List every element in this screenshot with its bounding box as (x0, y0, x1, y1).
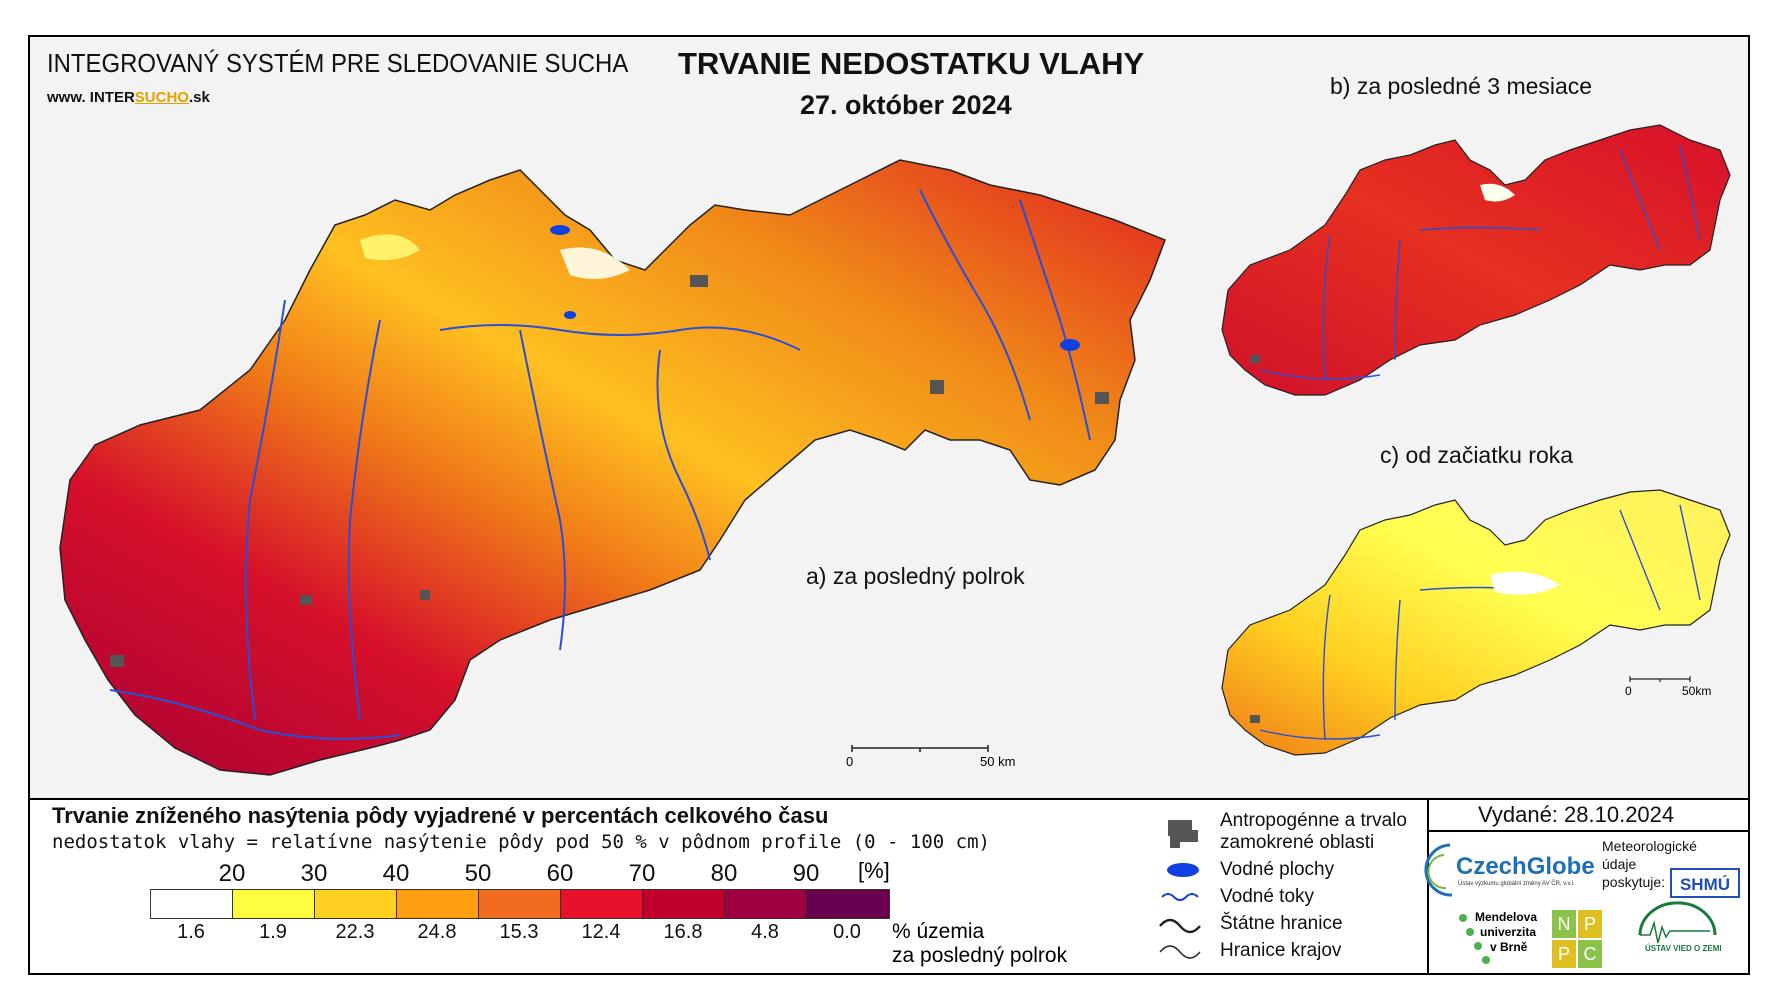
czechglobe-subtext: Ústav výzkumu globální změny AV ČR, v.v.… (1458, 881, 1575, 887)
legend-tick: 30 (300, 860, 328, 887)
c-map-label: c) od začiatku roka (1380, 442, 1574, 468)
legend-area-percent: 1.6 (177, 921, 205, 943)
state-border-label: Štátne hranice (1220, 913, 1343, 934)
legend-tick: 20 (218, 860, 246, 887)
mendel-line-1: Mendelova (1475, 910, 1538, 924)
mendel-line-2: univerzita (1480, 925, 1537, 939)
c-map-white-patch (1490, 571, 1560, 595)
legend-bin (233, 890, 315, 918)
b-map-anthropogenic (1250, 355, 1260, 363)
main-map-north-patch (360, 234, 420, 261)
legend-tick: 60 (546, 860, 574, 887)
nppc-p1: P (1578, 910, 1602, 938)
anthro-label-2: zamokrené oblasti (1220, 832, 1375, 853)
legend-bin (643, 890, 725, 918)
legend-bin (397, 890, 479, 918)
nppc-p2: P (1552, 940, 1576, 968)
main-scale-zero: 0 (846, 754, 854, 769)
legend-tick: 90 (792, 860, 820, 887)
www-site-a: INTER (89, 89, 135, 106)
legend-area-percent: 16.8 (663, 921, 703, 943)
legend-tick: 40 (382, 860, 410, 887)
b-map (1221, 124, 1731, 396)
b-map-rivers (1259, 144, 1701, 381)
c-map-anthropogenic (1250, 715, 1260, 723)
legend-area-percent: 0.0 (833, 921, 861, 943)
area-label-1: % územia (892, 920, 985, 943)
legend-tick: 80 (710, 860, 738, 887)
legend-tick: 50 (464, 860, 492, 887)
main-scale-fifty: 50 km (980, 754, 1016, 769)
issued-divider (1427, 830, 1750, 832)
legend-title: Trvanie zníženého nasýtenia pôdy vyjadre… (52, 803, 829, 828)
c-map-country (1221, 489, 1731, 756)
meteo-line-1: Meteorologické (1602, 838, 1697, 854)
legend-area-percent: 4.8 (751, 921, 779, 943)
legend-unit: [%] (858, 858, 890, 883)
legend-bin (151, 890, 233, 918)
credits-divider (1427, 798, 1429, 975)
uvz-text: ÚSTAV VIED O ZEMI (1645, 944, 1722, 953)
main-map-country (59, 159, 1166, 776)
main-map-scale-bar (851, 745, 989, 752)
meteo-line-3: poskytuje: (1602, 874, 1666, 890)
meteo-line-2: údaje (1602, 856, 1637, 872)
c-map (1221, 489, 1731, 756)
www-site-b: SUCHO (134, 89, 189, 106)
czechglobe-text: CzechGlobe (1456, 853, 1595, 880)
map-date: 27. október 2024 (800, 90, 1012, 120)
system-title: INTEGROVANÝ SYSTÉM PRE SLEDOVANIE SUCHA (47, 48, 629, 78)
rivers-label: Vodné toky (1220, 886, 1315, 907)
water-bodies-label: Vodné plochy (1220, 859, 1335, 880)
www-suffix: .sk (188, 89, 210, 106)
website-link[interactable]: www. INTERSUCHO.sk (47, 89, 210, 106)
b-map-country (1221, 124, 1731, 396)
main-map-high-tatras-patch (560, 247, 630, 279)
shmu-logo: SHMÚ (1670, 868, 1740, 898)
legend-area-percent: 22.3 (335, 921, 375, 943)
main-map-water-bodies (550, 225, 1080, 351)
issued-date: Vydané: 28.10.2024 (1478, 802, 1675, 827)
small-scale-zero: 0 (1625, 684, 1632, 698)
area-label-2: za posledný polrok (892, 944, 1068, 967)
main-map-rivers (109, 189, 1091, 740)
legend-area-percent: 24.8 (417, 921, 457, 943)
legend-color-bins (150, 889, 890, 919)
nppc-c: C (1578, 940, 1602, 968)
anthro-label-1: Antropogénne a trvalo (1220, 810, 1407, 831)
legend-area-percent: 1.9 (259, 921, 287, 943)
main-map (59, 159, 1166, 776)
legend-area-percent: 12.4 (581, 921, 621, 943)
legend-bin (561, 890, 643, 918)
legend-panel (28, 798, 1750, 975)
region-border-label: Hranice krajov (1220, 940, 1342, 961)
c-map-rivers (1259, 504, 1701, 741)
main-title: TRVANIE NEDOSTATKU VLAHY (678, 46, 1145, 81)
b-map-label: b) za posledné 3 mesiace (1330, 73, 1593, 99)
small-map-scale-bar (1629, 676, 1691, 682)
legend-tick: 70 (628, 860, 656, 887)
nppc-n: N (1552, 910, 1576, 938)
mendel-line-3: v Brně (1490, 940, 1528, 954)
legend-bin (479, 890, 561, 918)
legend-area-percent: 15.3 (499, 921, 539, 943)
legend-bin (315, 890, 397, 918)
legend-bin (725, 890, 807, 918)
legend-subtitle: nedostatok vlahy = relatívne nasýtenie p… (52, 831, 990, 853)
b-map-tatras-patch (1480, 183, 1515, 202)
legend-bin (807, 890, 889, 918)
main-map-label: a) za posledný polrok (806, 563, 1025, 589)
main-map-anthropogenic (110, 275, 1109, 667)
www-prefix: www. (47, 89, 86, 106)
small-scale-fifty: 50km (1682, 684, 1712, 698)
